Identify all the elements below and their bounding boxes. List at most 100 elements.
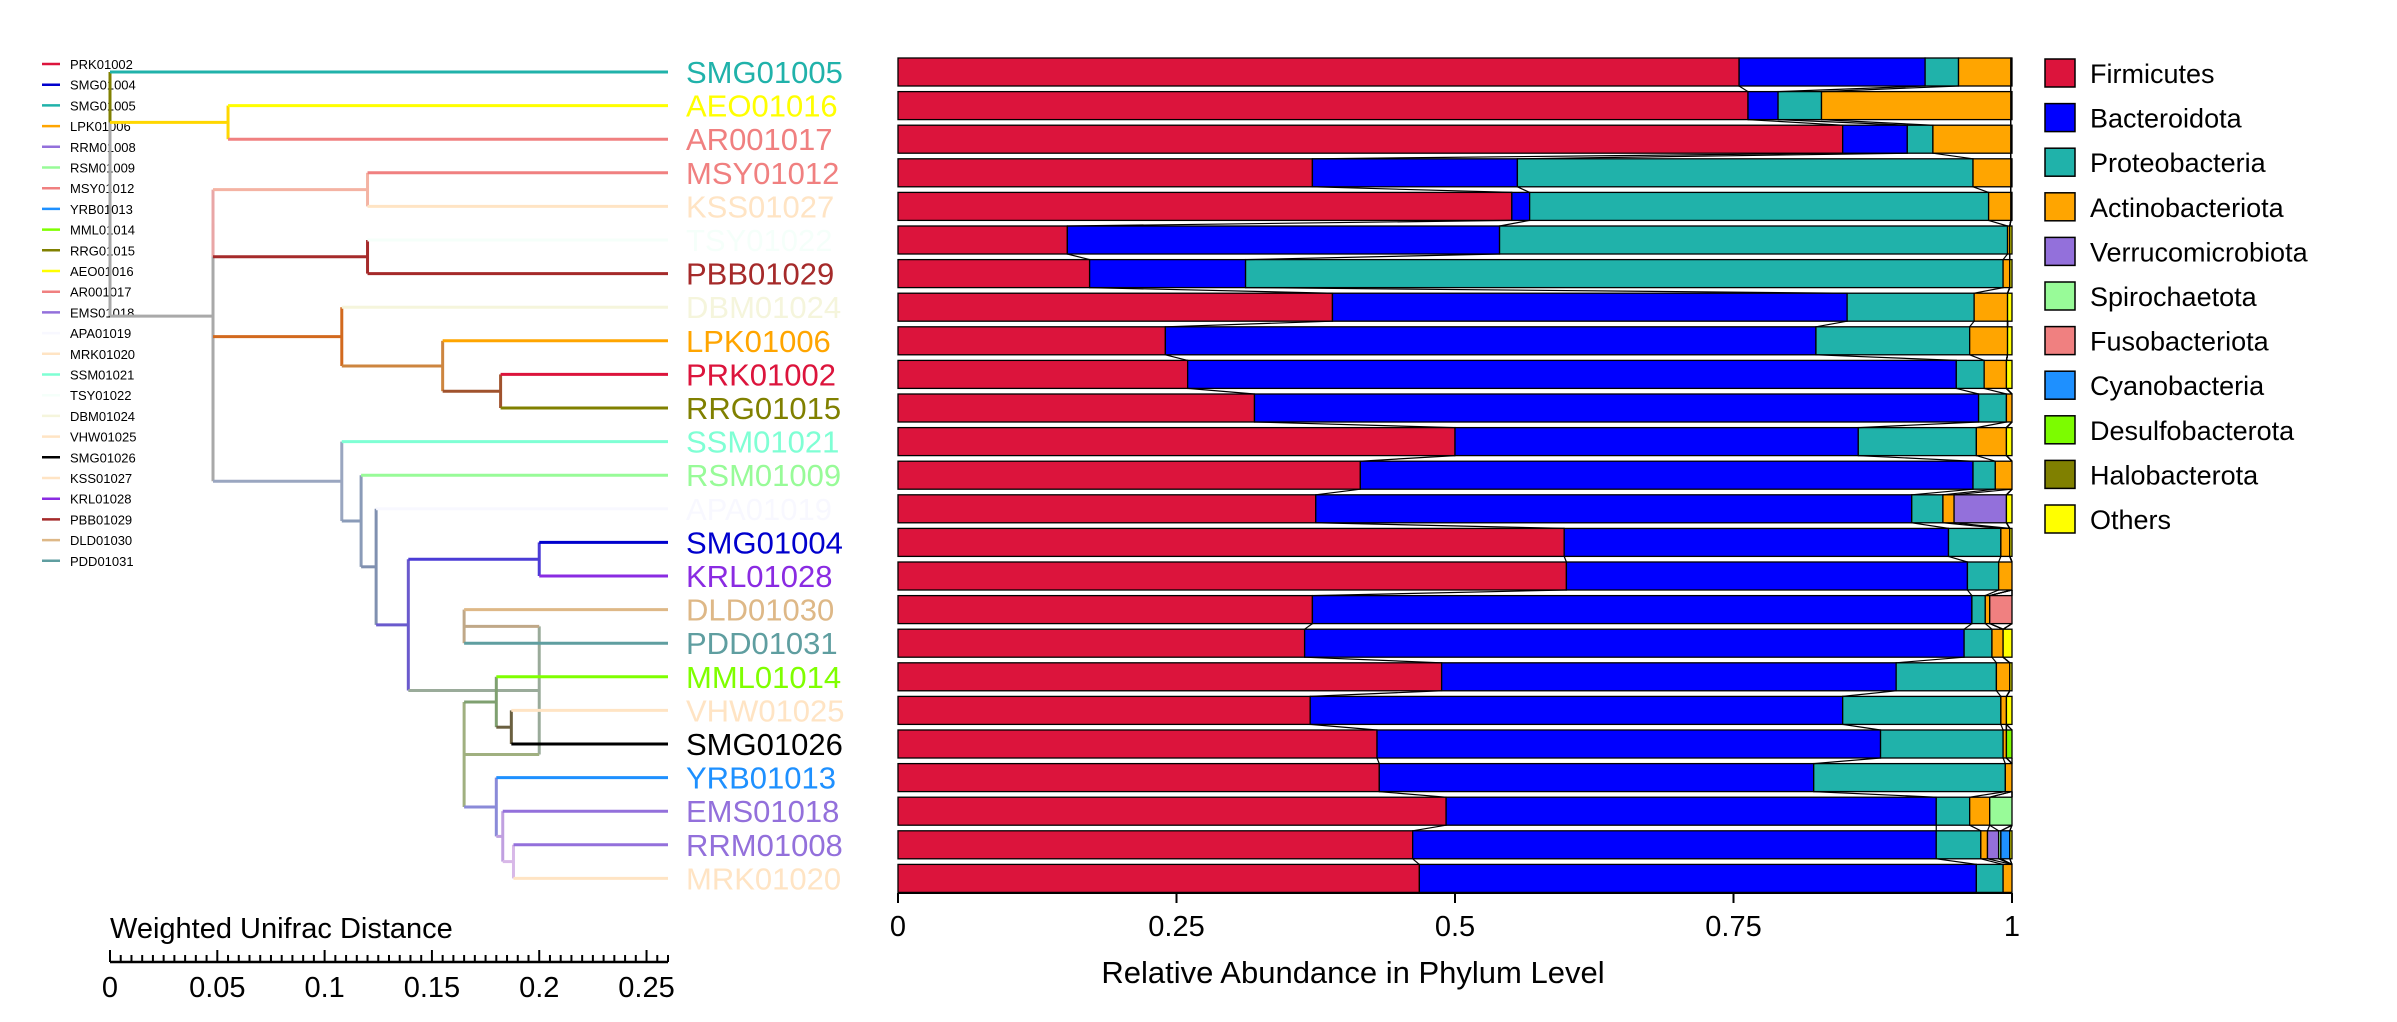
bar-segment-aeo01016-proteobacteria bbox=[1777, 90, 1823, 121]
sample-label-smg01026: SMG01026 bbox=[686, 727, 843, 762]
bar-connector bbox=[1969, 354, 1985, 361]
bar-connector bbox=[2006, 455, 2013, 462]
phylum-legend-swatch-firmicutes bbox=[2044, 58, 2076, 88]
bar-segment-vhw01025-actinobacteriota bbox=[2000, 695, 2008, 726]
bar-segment-ar001017-others bbox=[2010, 124, 2013, 154]
phylum-legend-swatch-proteobacteria bbox=[2044, 147, 2076, 177]
bar-connector bbox=[1813, 757, 1881, 765]
bar-segment-vhw01025-firmicutes bbox=[897, 695, 1311, 726]
phylum-legend-label-actinobacteriota: Actinobacteriota bbox=[2090, 193, 2285, 223]
bar-connector bbox=[1376, 757, 1380, 764]
bar-segment-rrm01008-others bbox=[2009, 830, 2013, 860]
scale-tick-label: 0.2 bbox=[519, 972, 559, 1004]
bar-connector bbox=[1932, 152, 1974, 160]
bar-segment-aeo01016-bacteroidota bbox=[1747, 90, 1779, 121]
bar-connector bbox=[2009, 556, 2013, 563]
sample-label-smg01004: SMG01004 bbox=[686, 525, 843, 560]
bar-connector bbox=[1911, 522, 1949, 529]
bar-connector bbox=[1998, 556, 2002, 563]
bar-segment-vhw01025-others bbox=[2005, 695, 2013, 726]
stacked-bars bbox=[897, 57, 2013, 894]
bar-segment-yrb01013-proteobacteria bbox=[1813, 762, 2006, 793]
bar-segment-pbb01029-others bbox=[2009, 258, 2013, 289]
bar-connector bbox=[1412, 858, 1420, 865]
bar-segment-lpk01006-proteobacteria bbox=[1815, 326, 1971, 356]
phylum-legend-label-desulfobacterota: Desulfobacterota bbox=[2090, 416, 2295, 446]
sample-label-pdd01031: PDD01031 bbox=[686, 626, 838, 661]
bar-segment-ssm01021-proteobacteria bbox=[1857, 426, 1978, 457]
bar-segment-mml01014-bacteroidota bbox=[1440, 662, 1897, 692]
bar-segment-lpk01006-actinobacteriota bbox=[1969, 326, 2009, 356]
bar-connector bbox=[2006, 287, 2011, 294]
small-legend-label: AEO01016 bbox=[70, 264, 134, 279]
bar-segment-prk01002-actinobacteriota bbox=[1983, 359, 2008, 390]
bar-connector bbox=[1911, 488, 1974, 496]
bar-segment-rsm01009-actinobacteriota bbox=[1994, 460, 2013, 490]
sample-label-dld01030: DLD01030 bbox=[686, 593, 834, 628]
small-legend-label: TSY01022 bbox=[70, 388, 131, 403]
bar-segment-dld01030-fusobacteriota bbox=[1989, 594, 2013, 625]
bar-connector bbox=[1984, 623, 1993, 630]
bar-connector bbox=[2006, 723, 2013, 731]
bar-connector bbox=[1312, 589, 1567, 597]
sample-label-tsy01022: TSY01022 bbox=[686, 223, 833, 258]
bar-segment-tsy01022-proteobacteria bbox=[1498, 225, 2009, 255]
bar-connector bbox=[1165, 320, 1333, 328]
sample-label-ssm01021: SSM01021 bbox=[686, 425, 839, 460]
bar-segment-kss01027-firmicutes bbox=[897, 191, 1513, 222]
bar-connector bbox=[1986, 824, 1991, 832]
bar-segment-smg01004-proteobacteria bbox=[1947, 527, 2002, 558]
bar-connector bbox=[1067, 219, 1512, 227]
bar-segment-rrm01008-verrucomicrobiota bbox=[1986, 830, 2000, 860]
phylum-legend-swatch-desulfobacterota bbox=[2044, 415, 2076, 445]
bar-connector bbox=[1360, 455, 1456, 462]
bar-connector bbox=[2006, 421, 2013, 429]
bar-connector bbox=[1954, 522, 2010, 529]
bar-segment-apa01019-actinobacteriota bbox=[1942, 494, 1955, 524]
sample-label-mml01014: MML01014 bbox=[686, 660, 841, 695]
bar-connector bbox=[1974, 287, 2004, 294]
bar-connector bbox=[1517, 186, 1530, 193]
bar-connector bbox=[1310, 723, 1378, 731]
bar-segment-apa01019-bacteroidota bbox=[1315, 494, 1913, 524]
sample-label-kss01027: KSS01027 bbox=[686, 189, 834, 224]
bar-segment-pbb01029-proteobacteria bbox=[1244, 258, 2004, 289]
small-legend-label: SMG01005 bbox=[70, 98, 136, 113]
bar-connector bbox=[1989, 623, 2004, 630]
bar-connector bbox=[1969, 320, 1975, 328]
phylum-legend-label-firmicutes: Firmicutes bbox=[2090, 59, 2215, 89]
bar-connector bbox=[1976, 421, 2007, 429]
bar-connector bbox=[1312, 152, 1843, 160]
bar-connector bbox=[1972, 186, 1989, 193]
bar-segment-mml01014-others bbox=[2009, 662, 2013, 692]
bar-segment-pdd01031-firmicutes bbox=[897, 628, 1306, 658]
bar-connector bbox=[1896, 656, 1965, 664]
bar-segment-kss01027-actinobacteriota bbox=[1987, 191, 2012, 222]
bar-segment-apa01019-firmicutes bbox=[897, 494, 1317, 524]
bar-connector bbox=[1315, 488, 1361, 496]
bar-connector bbox=[2002, 253, 2009, 260]
sample-label-rsm01009: RSM01009 bbox=[686, 458, 841, 493]
bar-segment-kss01027-others bbox=[2010, 191, 2013, 222]
bar-segment-tsy01022-firmicutes bbox=[897, 225, 1068, 255]
bar-segment-pdd01031-bacteroidota bbox=[1303, 628, 1965, 658]
bar-connector bbox=[1936, 858, 1977, 865]
bar-segment-mml01014-actinobacteriota bbox=[1995, 662, 2011, 692]
small-legend-label: RSM01009 bbox=[70, 161, 135, 176]
phylum-legend-swatch-others bbox=[2044, 504, 2076, 534]
bar-connector bbox=[1966, 589, 1973, 596]
sample-label-pbb01029: PBB01029 bbox=[686, 257, 834, 292]
bar-segment-smg01026-desulfobacterota bbox=[2005, 729, 2013, 759]
bar-connector bbox=[1858, 455, 1974, 462]
sample-label-yrb01013: YRB01013 bbox=[686, 761, 836, 796]
small-legend-label: SSM01021 bbox=[70, 368, 134, 383]
bar-connector bbox=[2005, 354, 2009, 361]
phylum-legend-swatch-verrucomicrobiota bbox=[2044, 236, 2076, 267]
sample-label-ar001017: AR001017 bbox=[686, 122, 833, 157]
small-legend-label: PBB01029 bbox=[70, 512, 132, 527]
small-legend-label: RRG01015 bbox=[70, 243, 135, 258]
bar-connector bbox=[2002, 757, 2006, 764]
bar-segment-mrk01020-firmicutes bbox=[897, 863, 1421, 894]
small-legend-label: DLD01030 bbox=[70, 533, 132, 548]
bar-connector bbox=[1315, 522, 1565, 529]
